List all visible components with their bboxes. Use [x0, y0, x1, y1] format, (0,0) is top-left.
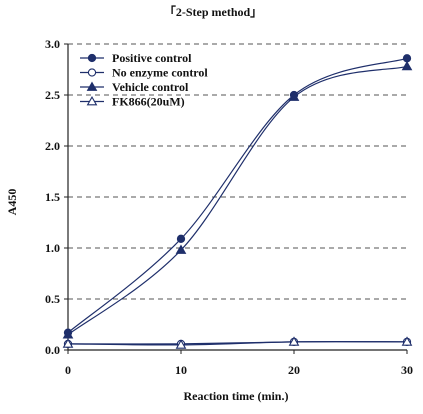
series-line: [67, 65, 408, 336]
grid-lines: [68, 43, 407, 300]
x-axis-label: Reaction time (min.): [184, 389, 289, 403]
x-tick-label: 10: [175, 363, 187, 377]
series-line: [67, 341, 408, 346]
data-point: [62, 329, 74, 339]
x-tick-label: 30: [401, 363, 413, 377]
data-point: [175, 339, 187, 349]
data-point: [176, 234, 186, 243]
chart-title: 「2-Step method」: [164, 4, 262, 19]
y-axis-label: A450: [5, 189, 19, 216]
series-2: [62, 60, 413, 339]
y-tick-label: 0.0: [45, 343, 60, 357]
y-tick-label: 1.0: [45, 241, 60, 255]
data-point: [401, 336, 413, 346]
y-tick-label: 2.5: [45, 88, 60, 102]
series-line: [67, 57, 408, 334]
legend-marker: [86, 95, 98, 106]
data-point: [288, 336, 300, 346]
y-tick-label: 2.0: [45, 139, 60, 153]
data-point: [62, 338, 74, 348]
y-tick-label: 1.5: [45, 190, 60, 204]
data-point: [175, 244, 187, 254]
data-point: [288, 91, 300, 101]
series-3: [62, 336, 413, 349]
y-tick-labels: 0.0 0.5 1.0 1.5 2.0 2.5 3.0: [45, 37, 60, 357]
legend-marker: [87, 53, 97, 63]
legend-entry: Vehicle control: [112, 80, 189, 94]
axes: [64, 43, 408, 354]
legend-entry: No enzyme control: [112, 66, 208, 80]
y-tick-label: 3.0: [45, 37, 60, 51]
legend-marker: [87, 68, 97, 77]
legend-entry: Positive control: [112, 51, 192, 65]
series-group: [62, 54, 413, 349]
x-tick-labels: 0 10 20 30: [65, 363, 413, 377]
y-tick-label: 0.5: [45, 292, 60, 306]
legend-marker: [86, 81, 98, 91]
data-point: [402, 54, 412, 63]
x-tick-label: 20: [288, 363, 300, 377]
legend-entry: FK866(20uM): [112, 95, 185, 109]
x-tick-label: 0: [65, 363, 71, 377]
data-point: [401, 60, 413, 71]
